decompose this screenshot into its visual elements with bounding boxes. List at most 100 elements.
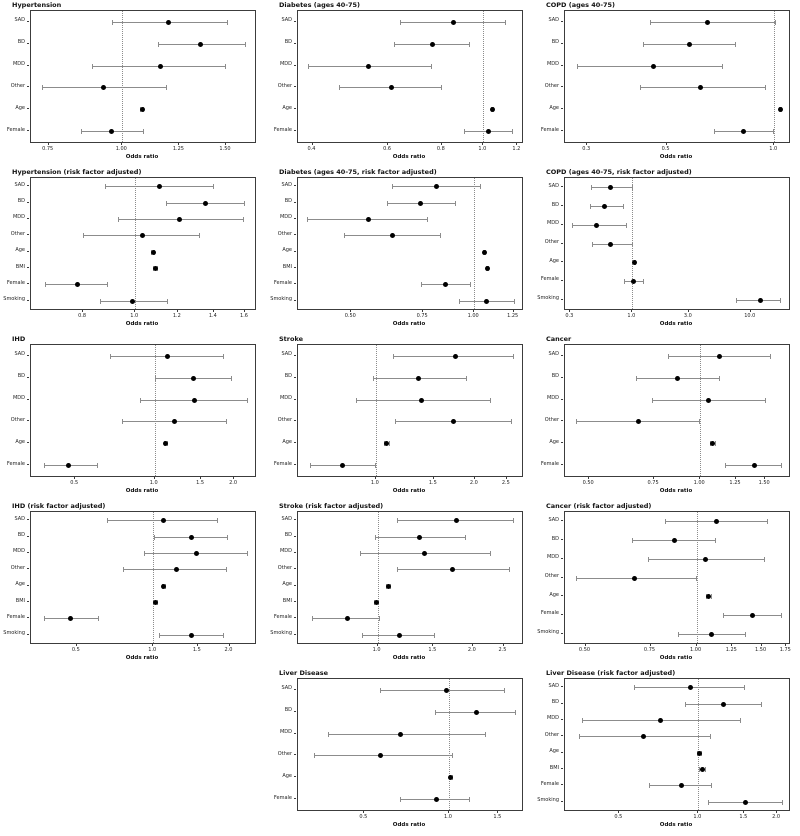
ci-lower-cap	[140, 397, 141, 403]
x-tick-mark	[473, 476, 475, 479]
y-category-label: Age	[549, 104, 559, 111]
point-estimate	[163, 441, 169, 447]
panel-title: COPD (ages 40-75)	[546, 1, 616, 9]
ci-lower-cap	[736, 297, 737, 303]
y-tick-mark	[561, 800, 563, 802]
x-tick-mark	[653, 476, 655, 479]
point-estimate	[751, 463, 757, 469]
point-estimate	[139, 107, 145, 113]
ci-upper-cap	[760, 701, 762, 707]
ci-lower-cap	[578, 734, 580, 740]
y-tick-mark	[561, 718, 563, 720]
ci-upper-cap	[247, 397, 249, 403]
y-category-label: SAD	[548, 182, 559, 189]
point-estimate	[710, 441, 716, 447]
x-tick-label: 0.8	[78, 313, 87, 319]
ci-upper-cap	[765, 85, 767, 91]
y-category-label: Female	[540, 610, 559, 617]
ci-lower-cap	[632, 538, 634, 544]
y-category-label: BD	[551, 699, 559, 706]
y-category-label: BMI	[282, 597, 292, 604]
x-tick-label: 1.00	[693, 480, 705, 486]
y-tick-mark	[294, 185, 296, 187]
y-tick-mark	[27, 601, 29, 603]
point-estimate	[157, 63, 163, 69]
y-tick-mark	[294, 776, 296, 778]
x-tick-mark	[735, 476, 736, 479]
point-estimate	[678, 783, 684, 789]
ci-lower-cap	[309, 463, 311, 469]
ci-upper-cap	[781, 463, 783, 469]
y-category-label: MDD	[279, 61, 292, 68]
y-tick-mark	[294, 376, 296, 378]
x-tick-mark	[618, 810, 620, 813]
x-tick-label: 1.25	[725, 647, 737, 653]
x-tick-label: 1.0	[769, 146, 778, 152]
ci-upper-cap	[513, 353, 515, 359]
ci-lower-cap	[307, 63, 309, 69]
y-tick-mark	[294, 732, 296, 734]
ci-lower-cap	[723, 612, 725, 618]
point-estimate	[130, 298, 136, 304]
y-tick-mark	[561, 398, 563, 400]
x-tick-label: 2.5	[501, 480, 510, 486]
ci-upper-cap	[710, 734, 712, 740]
y-tick-mark	[27, 442, 29, 444]
ci-lower-cap	[83, 233, 85, 239]
ci-upper-cap	[440, 233, 442, 239]
ci-upper-cap	[625, 222, 627, 228]
y-category-label: MDD	[279, 395, 292, 402]
y-category-label: BD	[284, 198, 292, 205]
point-estimate	[434, 184, 440, 190]
point-estimate	[632, 575, 638, 581]
ci-upper-cap	[199, 233, 201, 239]
ci-upper-cap	[244, 200, 245, 206]
ci-upper-cap	[744, 685, 746, 691]
x-tick-label: 1.5	[739, 814, 748, 820]
ci-lower-cap	[374, 534, 376, 540]
point-estimate	[450, 567, 456, 573]
point-estimate	[150, 249, 156, 255]
x-tick-mark	[440, 142, 442, 145]
x-tick-label: 0.5	[71, 647, 80, 653]
ci-lower-cap	[592, 241, 594, 247]
x-tick-label: 1.5	[428, 480, 437, 486]
ci-upper-cap	[166, 298, 168, 304]
x-axis-label: Odds ratio	[125, 154, 159, 160]
y-category-label: BD	[284, 373, 292, 380]
ci-lower-cap	[92, 63, 94, 69]
point-estimate	[447, 775, 453, 781]
x-tick-label: 1.0	[444, 814, 452, 820]
y-category-label: Age	[549, 591, 559, 598]
reference-line	[483, 11, 485, 142]
ci-upper-cap	[744, 631, 746, 637]
ci-lower-cap	[307, 216, 309, 222]
y-tick-mark	[294, 464, 296, 466]
ci-upper-cap	[511, 419, 513, 425]
x-tick-label: 2.0	[224, 647, 233, 653]
point-estimate	[453, 353, 459, 359]
point-estimate	[687, 685, 693, 691]
x-tick-mark	[471, 643, 473, 646]
y-category-label: Age	[282, 581, 292, 588]
point-estimate	[389, 233, 395, 239]
point-estimate	[709, 631, 715, 637]
plot-area	[30, 177, 256, 310]
y-tick-mark	[294, 250, 296, 252]
ci-lower-cap	[590, 204, 592, 210]
ci-lower-cap	[380, 687, 382, 693]
reference-line	[377, 512, 379, 643]
y-category-label: Other	[277, 82, 292, 89]
y-category-label: MDD	[279, 548, 292, 555]
y-tick-mark	[27, 283, 29, 285]
y-category-label: Other	[277, 750, 292, 757]
x-tick-label: 1.2	[172, 313, 181, 319]
x-tick-label: 1.5	[493, 814, 502, 820]
forest-panel: IHD (risk factor adjusted) SAD BD MDD Other A…	[0, 501, 266, 668]
reference-line	[154, 345, 156, 476]
ci-lower-cap	[463, 129, 465, 135]
ci-lower-cap	[434, 709, 436, 715]
x-tick-label: 1.5	[192, 647, 201, 653]
y-category-label: SAD	[14, 515, 25, 522]
x-tick-label: 1.75	[779, 647, 791, 653]
